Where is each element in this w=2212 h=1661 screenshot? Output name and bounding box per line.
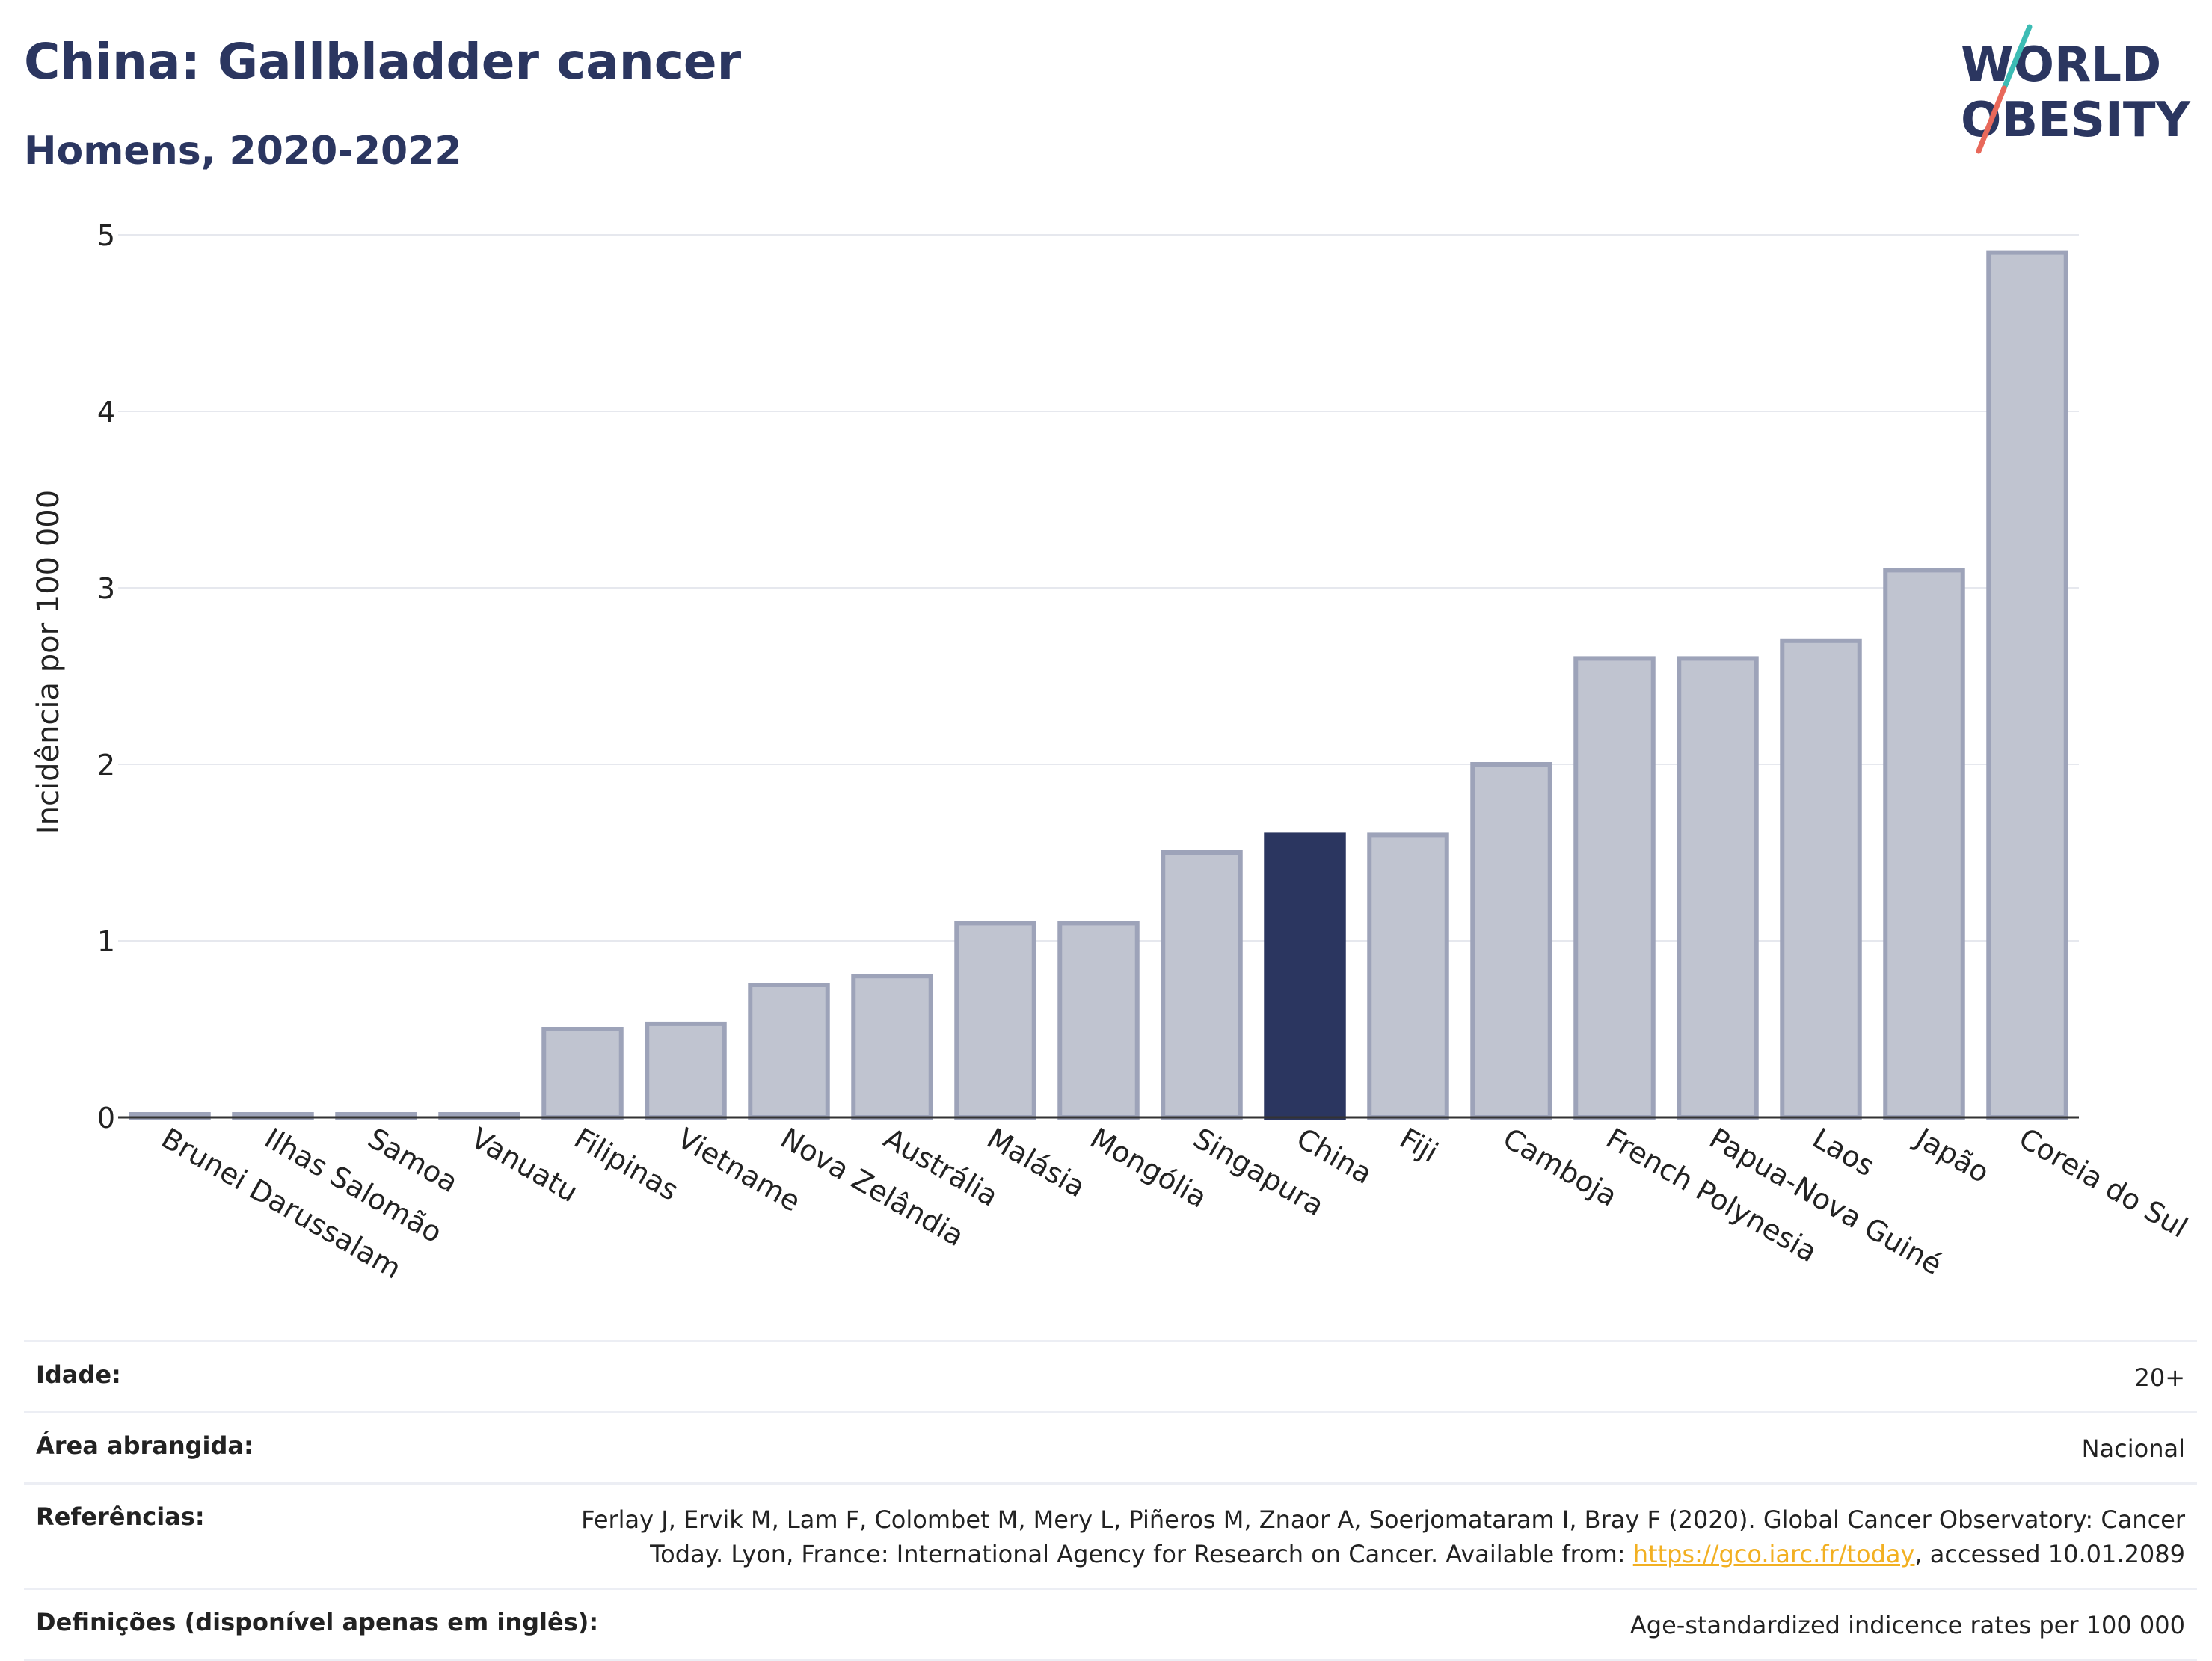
area-label: Área abrangida: — [36, 1431, 254, 1460]
bar-mongólia[interactable] — [1057, 921, 1140, 1120]
y-axis-label: Incidência por 100 000 — [31, 490, 66, 834]
y-tick-label: 4 — [97, 396, 115, 429]
references-label: Referências: — [36, 1502, 205, 1531]
references-accessed: , accessed 10.01.2089 — [1914, 1540, 2185, 1568]
bar-papua-nova-guiné[interactable] — [1677, 656, 1759, 1120]
bar-french-polynesia[interactable] — [1573, 656, 1656, 1120]
y-tick-label: 0 — [97, 1102, 115, 1135]
info-row-definitions: Definições (disponível apenas em inglês)… — [24, 1588, 2197, 1661]
y-tick-label: 1 — [97, 925, 115, 958]
world-obesity-logo: WORLD OBESITY — [1961, 24, 2190, 154]
bar-laos[interactable] — [1780, 638, 1862, 1120]
area-value: Nacional — [2081, 1434, 2185, 1463]
bar-coreia-do-sul[interactable] — [1986, 250, 2068, 1120]
bar-vietname[interactable] — [645, 1021, 727, 1120]
svg-text:WORLD: WORLD — [1961, 37, 2161, 93]
bar-japão[interactable] — [1883, 568, 1965, 1120]
page-title: China: Gallbladder cancer — [24, 33, 742, 90]
definitions-value: Age-standardized indicence rates per 100… — [1629, 1611, 2185, 1639]
references-link[interactable]: https://gco.iarc.fr/today — [1632, 1540, 1915, 1568]
bar-fiji[interactable] — [1367, 832, 1449, 1120]
bar-malásia[interactable] — [954, 921, 1036, 1120]
bar-chart: 0 1 2 3 4 5 Incidência por 100 000 Brunei Dar… — [31, 219, 2193, 1286]
bar-singapura[interactable] — [1161, 850, 1243, 1120]
y-tick-label: 2 — [97, 749, 115, 782]
x-tick-label: Nova Zelândia — [775, 1122, 970, 1253]
x-tick-label: Fiji — [1395, 1122, 1444, 1169]
age-value: 20+ — [2134, 1363, 2185, 1392]
x-tick-label: Laos — [1807, 1122, 1881, 1183]
y-tick-label: 3 — [97, 572, 115, 605]
x-tick-label: Japão — [1909, 1121, 1995, 1190]
info-row-references: Referências: Ferlay J, Ervik M, Lam F, C… — [24, 1482, 2197, 1588]
info-row-area: Área abrangida: Nacional — [24, 1411, 2197, 1482]
x-tick-label: Mongólia — [1085, 1122, 1213, 1215]
bar-filipinas[interactable] — [541, 1027, 624, 1120]
page-subtitle: Homens, 2020-2022 — [24, 129, 462, 174]
x-tick-label: Camboja — [1498, 1122, 1623, 1213]
x-tick-label: Filipinas — [569, 1122, 684, 1207]
y-tick-label: 5 — [97, 219, 115, 252]
chart-bars — [129, 250, 2068, 1120]
bar-camboja[interactable] — [1470, 762, 1552, 1120]
references-text: Ferlay J, Ervik M, Lam F, Colombet M, Me… — [581, 1505, 2185, 1568]
x-tick-label: Coreia do Sul — [2014, 1122, 2193, 1244]
info-row-age: Idade: 20+ — [24, 1340, 2197, 1411]
bar-china[interactable] — [1264, 832, 1346, 1120]
bar-austrália[interactable] — [851, 974, 933, 1120]
references-value: Ferlay J, Ervik M, Lam F, Colombet M, Me… — [510, 1502, 2185, 1571]
age-label: Idade: — [36, 1360, 121, 1389]
y-axis-ticks: 0 1 2 3 4 5 — [97, 219, 115, 1135]
definitions-label: Definições (disponível apenas em inglês)… — [36, 1608, 599, 1636]
info-table: Idade: 20+ Área abrangida: Nacional Refe… — [24, 1340, 2197, 1661]
bar-nova-zelândia[interactable] — [748, 983, 830, 1120]
x-tick-label: Vanuatu — [466, 1122, 584, 1209]
